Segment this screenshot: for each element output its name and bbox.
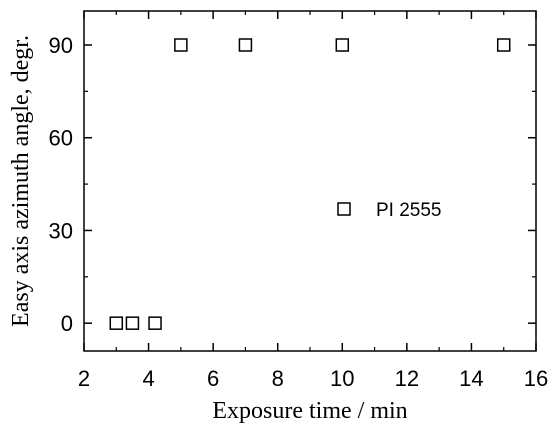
x-tick-label: 2 bbox=[78, 366, 90, 391]
plot-frame bbox=[83, 10, 537, 352]
x-tick-label: 4 bbox=[142, 366, 154, 391]
axis-ticks bbox=[83, 11, 537, 351]
data-point bbox=[109, 316, 124, 330]
data-point bbox=[174, 38, 188, 52]
x-tick-label: 8 bbox=[272, 366, 284, 391]
y-tick-label: 0 bbox=[61, 311, 73, 336]
x-tick-label: 16 bbox=[524, 366, 548, 391]
legend-marker bbox=[337, 202, 351, 216]
x-tick-label: 10 bbox=[330, 366, 354, 391]
x-tick-label: 12 bbox=[395, 366, 419, 391]
tick-labels: 2 4 6 8 10 12 14 16 0 30 60 90 bbox=[49, 33, 549, 391]
data-point bbox=[148, 316, 162, 330]
legend-label: PI 2555 bbox=[376, 200, 442, 221]
y-axis-title: Easy axis azimuth angle, degr. bbox=[8, 35, 34, 327]
legend: PI 2555 bbox=[337, 200, 442, 221]
y-tick-label: 90 bbox=[49, 33, 73, 58]
y-tick-label: 30 bbox=[49, 218, 73, 243]
y-tick-label: 60 bbox=[49, 126, 73, 151]
x-tick-label: 14 bbox=[459, 366, 483, 391]
data-point bbox=[125, 316, 140, 330]
data-point bbox=[496, 38, 511, 52]
x-axis-title: Exposure time / min bbox=[212, 398, 407, 424]
x-tick-label: 6 bbox=[207, 366, 219, 391]
data-points bbox=[109, 38, 511, 330]
data-point bbox=[335, 38, 350, 52]
data-point bbox=[238, 38, 253, 52]
